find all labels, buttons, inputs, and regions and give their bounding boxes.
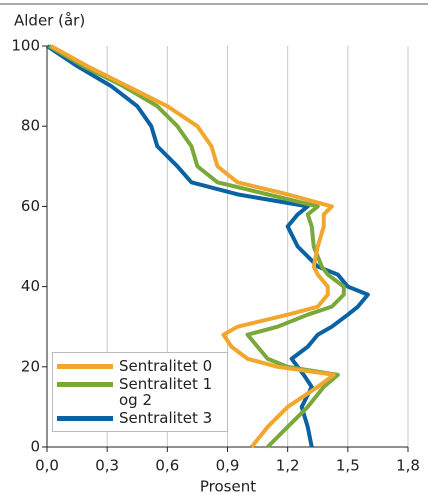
legend-item: Sentralitet 3 [57,410,223,426]
x-tick-label: 0,6 [155,457,179,475]
y-tick-label: 20 [21,357,40,375]
y-tick-label: 80 [21,117,40,135]
legend-label: Sentralitet 1 og 2 [119,375,213,409]
legend-item: Sentralitet 1 og 2 [57,376,223,408]
legend-swatch [57,382,113,387]
series-line [50,44,336,449]
axis-title: Alder (år) [14,12,85,30]
x-tick-label: 0,3 [95,457,119,475]
legend-swatch [57,416,113,421]
y-tick-label: 60 [21,197,40,215]
x-axis-label: Prosent [200,478,256,495]
legend-label: Sentralitet 3 [119,409,213,427]
y-tick-label: 0 [30,438,40,456]
x-tick-label: 1,8 [396,457,420,475]
legend-item: Sentralitet 0 [57,358,223,374]
y-tick-label: 40 [21,277,40,295]
legend-label: Sentralitet 0 [119,357,213,375]
y-tick-label: 100 [11,37,40,55]
legend: Sentralitet 0 Sentralitet 1 og 2 Sentralit… [52,352,228,432]
legend-swatch [57,364,113,369]
x-tick-label: 1,5 [336,457,360,475]
x-tick-label: 0,0 [35,457,59,475]
x-tick-label: 1,2 [276,457,300,475]
x-tick-label: 0,9 [216,457,240,475]
